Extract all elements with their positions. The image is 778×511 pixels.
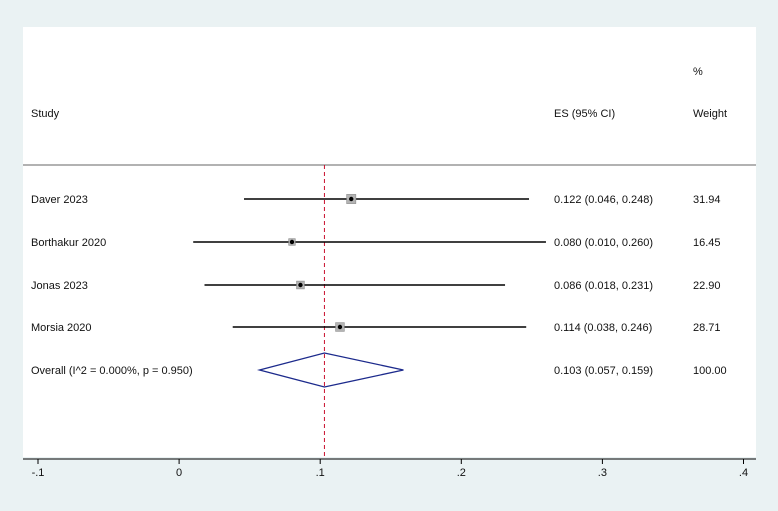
overall-es-label: 0.103 (0.057, 0.159) <box>554 365 653 377</box>
point-estimate <box>349 196 354 202</box>
point-estimate <box>337 324 343 330</box>
x-tick-label: -.1 <box>32 467 45 479</box>
es-label: 0.114 (0.038, 0.246) <box>554 322 652 334</box>
x-tick-label: 0 <box>176 467 182 479</box>
study-label: Borthakur 2020 <box>31 237 106 249</box>
header-es: ES (95% CI) <box>554 108 615 120</box>
study-label: Daver 2023 <box>31 194 88 206</box>
x-tick-label: .3 <box>598 467 607 479</box>
point-estimate <box>289 239 295 245</box>
weight-label: 28.71 <box>693 322 721 334</box>
x-tick-label: .4 <box>739 467 748 479</box>
es-label: 0.086 (0.018, 0.231) <box>554 280 653 292</box>
weight-label: 16.45 <box>693 237 721 249</box>
es-label: 0.080 (0.010, 0.260) <box>554 237 653 249</box>
study-label: Jonas 2023 <box>31 280 88 292</box>
overall-label: Overall (I^2 = 0.000%, p = 0.950) <box>31 365 193 377</box>
weight-label: 31.94 <box>693 194 721 206</box>
point-estimate <box>298 282 303 288</box>
x-tick-label: .2 <box>457 467 466 479</box>
header-weight-percent: % <box>693 66 703 78</box>
overall-diamond <box>256 352 404 388</box>
header-weight: Weight <box>693 108 727 120</box>
overall-weight-label: 100.00 <box>693 365 727 377</box>
es-label: 0.122 (0.046, 0.248) <box>554 194 653 206</box>
x-tick-label: .1 <box>316 467 325 479</box>
header-study: Study <box>31 108 60 120</box>
study-label: Morsia 2020 <box>31 322 92 334</box>
weight-label: 22.90 <box>693 280 721 292</box>
